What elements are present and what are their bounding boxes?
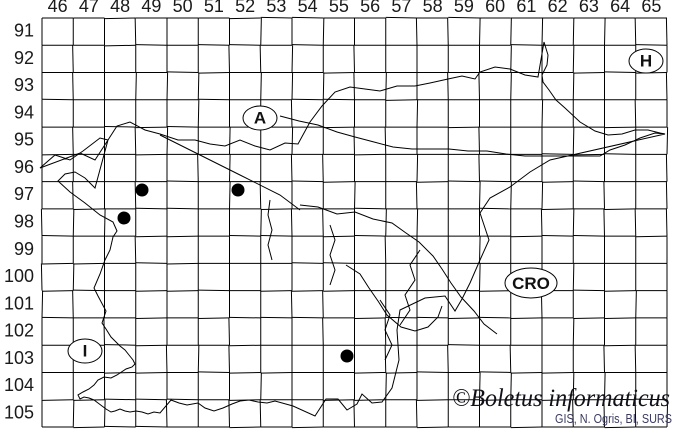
svg-text:52: 52 bbox=[235, 0, 255, 16]
svg-text:92: 92 bbox=[14, 48, 34, 68]
svg-text:A: A bbox=[254, 109, 266, 128]
svg-text:46: 46 bbox=[48, 0, 68, 16]
svg-text:99: 99 bbox=[14, 239, 34, 259]
svg-text:57: 57 bbox=[391, 0, 411, 16]
svg-text:102: 102 bbox=[4, 321, 34, 341]
svg-text:56: 56 bbox=[360, 0, 380, 16]
svg-text:I: I bbox=[83, 342, 88, 361]
svg-text:49: 49 bbox=[141, 0, 161, 16]
svg-text:60: 60 bbox=[485, 0, 505, 16]
svg-text:104: 104 bbox=[4, 375, 34, 395]
svg-text:65: 65 bbox=[641, 0, 661, 16]
svg-text:H: H bbox=[640, 52, 652, 71]
svg-text:54: 54 bbox=[298, 0, 318, 16]
svg-text:100: 100 bbox=[4, 266, 34, 286]
svg-text:GIS, N. Ogris, BI, SURS: GIS, N. Ogris, BI, SURS bbox=[555, 412, 672, 426]
svg-text:©Boletus informaticus: ©Boletus informaticus bbox=[452, 385, 670, 412]
svg-text:93: 93 bbox=[14, 75, 34, 95]
svg-text:105: 105 bbox=[4, 402, 34, 422]
svg-text:62: 62 bbox=[548, 0, 568, 16]
svg-text:91: 91 bbox=[14, 21, 34, 41]
svg-text:58: 58 bbox=[423, 0, 443, 16]
svg-text:50: 50 bbox=[173, 0, 193, 16]
svg-text:53: 53 bbox=[266, 0, 286, 16]
svg-text:97: 97 bbox=[14, 184, 34, 204]
svg-text:94: 94 bbox=[14, 102, 34, 122]
svg-text:51: 51 bbox=[204, 0, 224, 16]
svg-text:103: 103 bbox=[4, 348, 34, 368]
svg-text:59: 59 bbox=[454, 0, 474, 16]
svg-text:98: 98 bbox=[14, 212, 34, 232]
svg-text:96: 96 bbox=[14, 157, 34, 177]
svg-text:95: 95 bbox=[14, 130, 34, 150]
svg-text:64: 64 bbox=[610, 0, 630, 16]
svg-text:63: 63 bbox=[579, 0, 599, 16]
svg-text:61: 61 bbox=[516, 0, 536, 16]
svg-text:55: 55 bbox=[329, 0, 349, 16]
svg-text:101: 101 bbox=[4, 293, 34, 313]
svg-text:47: 47 bbox=[79, 0, 99, 16]
svg-text:48: 48 bbox=[110, 0, 130, 16]
svg-text:CRO: CRO bbox=[512, 274, 550, 293]
